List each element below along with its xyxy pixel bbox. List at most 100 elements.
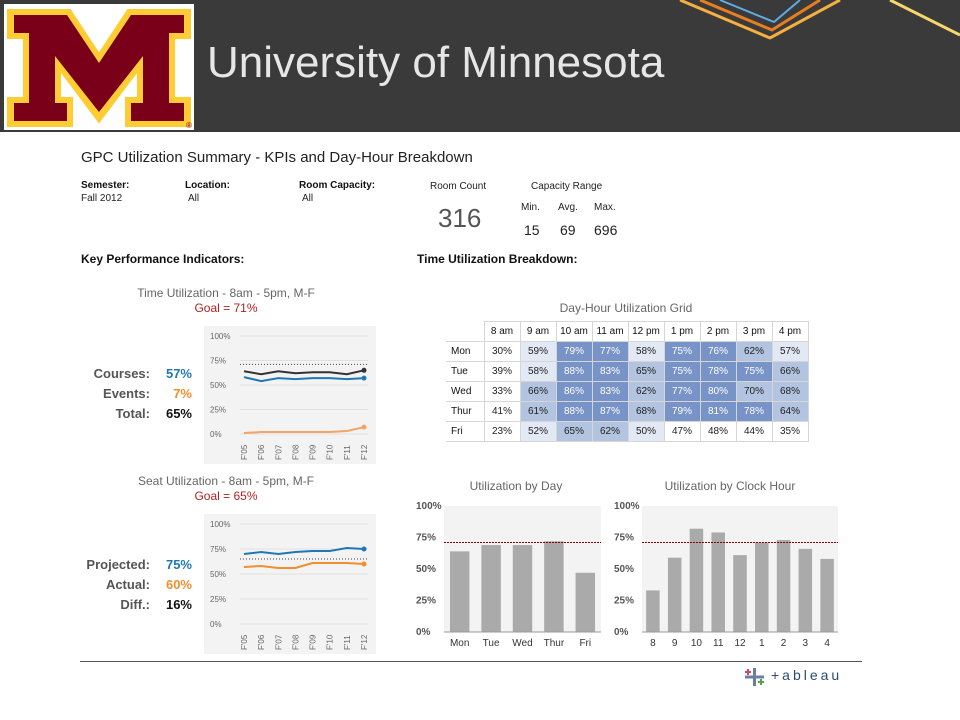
registered-mark: ® bbox=[186, 121, 192, 130]
grid-hour-header: 10 am bbox=[555, 321, 593, 342]
grid-hour-header: 12 pm bbox=[627, 321, 665, 342]
x-tick-label: F'09 bbox=[309, 444, 318, 460]
grid-cell: 30% bbox=[483, 341, 521, 362]
grid-hour-header: 9 am bbox=[519, 321, 557, 342]
x-tick-label: F'10 bbox=[326, 634, 335, 650]
seat-utilization-goal: Goal = 65% bbox=[194, 489, 258, 503]
x-tick-label: Fri bbox=[579, 638, 591, 649]
bar-10 bbox=[689, 528, 704, 632]
time-utilization-line-chart: 0% 25% 50% 75% 100% F'05 F'06 F'07 F'08 F'09 F'10 F… bbox=[204, 326, 376, 464]
filter-room-capacity-value[interactable]: All bbox=[302, 193, 314, 204]
x-tick-label: F'10 bbox=[326, 444, 335, 460]
grid-row: Fri 23% 52% 65% 62% 50% 47% 48% 44% 35% bbox=[446, 421, 809, 442]
series-end-point-0 bbox=[361, 367, 367, 373]
grid-cell: 62% bbox=[591, 421, 629, 442]
series-end-point-1 bbox=[361, 375, 367, 381]
capacity-range-label: Capacity Range bbox=[531, 181, 603, 192]
kpi-projected-value: 75% bbox=[165, 557, 192, 572]
x-tick-label: F'05 bbox=[240, 634, 249, 650]
x-tick-label: F'11 bbox=[343, 635, 352, 650]
plot-background bbox=[204, 326, 376, 464]
y-tick-label: 50% bbox=[210, 381, 226, 390]
grid-cell: 41% bbox=[483, 401, 521, 422]
bar-9 bbox=[667, 557, 682, 632]
bar-Tue bbox=[481, 545, 501, 632]
grid-row: Wed 33% 66% 86% 83% 62% 77% 80% 70% 68% bbox=[446, 381, 809, 402]
grid-cell: 75% bbox=[663, 341, 701, 362]
x-tick-label: 8 bbox=[650, 638, 656, 649]
grid-hour-header: 8 am bbox=[483, 321, 521, 342]
series-line-1 bbox=[243, 376, 365, 383]
bar-Thur bbox=[544, 541, 564, 632]
capacity-avg-value: 69 bbox=[560, 222, 576, 238]
bar-4 bbox=[820, 558, 834, 632]
x-tick-label: F'12 bbox=[360, 634, 369, 650]
x-tick-label: 11 bbox=[713, 638, 724, 649]
grid-cell: 86% bbox=[555, 381, 593, 402]
y-tick-label: 0% bbox=[416, 627, 431, 638]
grid-hour-header: 3 pm bbox=[735, 321, 773, 342]
y-tick-label: 25% bbox=[416, 596, 436, 607]
grid-cell: 48% bbox=[699, 421, 737, 442]
tableau-wordmark: +ableau bbox=[771, 667, 843, 683]
y-tick-label: 100% bbox=[210, 332, 230, 341]
bar-Wed bbox=[512, 545, 533, 632]
series-end-point-1 bbox=[361, 561, 367, 567]
x-tick-label: F'11 bbox=[343, 445, 352, 460]
y-tick-label: 25% bbox=[614, 596, 634, 607]
grid-cell: 75% bbox=[663, 361, 701, 382]
x-tick-label: 9 bbox=[672, 638, 678, 649]
bar-2 bbox=[776, 540, 791, 632]
grid-cell: 77% bbox=[663, 381, 701, 402]
utilization-by-hour-bar-chart: 0%25%50%75%100%8 9 10 11 12 1 2 3 4 bbox=[614, 501, 838, 649]
grid-cell: 79% bbox=[555, 341, 593, 362]
filter-semester-value[interactable]: Fall 2012 bbox=[81, 193, 123, 204]
bar-Mon bbox=[449, 551, 470, 632]
bar-11 bbox=[711, 532, 725, 632]
grid-cell: 70% bbox=[735, 381, 773, 402]
grid-cell: 39% bbox=[483, 361, 521, 382]
capacity-min-label: Min. bbox=[521, 202, 540, 213]
grid-cell: 58% bbox=[519, 361, 557, 382]
grid-cell: 78% bbox=[735, 401, 773, 422]
grid-cell: 61% bbox=[519, 401, 557, 422]
y-tick-label: 100% bbox=[614, 501, 640, 512]
tableau-cross-icon bbox=[745, 668, 764, 686]
x-tick-label: 4 bbox=[824, 638, 830, 649]
x-tick-label: F'06 bbox=[257, 444, 266, 460]
grid-cell: 88% bbox=[555, 361, 593, 382]
grid-cell: 62% bbox=[627, 381, 665, 402]
grid-corner bbox=[446, 321, 484, 342]
series-line-1 bbox=[243, 562, 365, 569]
series-line-2 bbox=[243, 426, 365, 435]
decorative-lines-icon bbox=[679, 0, 960, 40]
series-line-0 bbox=[243, 546, 365, 556]
grid-cell: 65% bbox=[555, 421, 593, 442]
y-tick-label: 100% bbox=[210, 520, 230, 529]
university-logo: ® bbox=[4, 4, 194, 130]
time-utilization-title: Time Utilization - 8am - 5pm, M-F bbox=[137, 286, 315, 300]
grid-cell: 64% bbox=[771, 401, 809, 422]
bar-Fri bbox=[575, 572, 596, 632]
grid-cell: 23% bbox=[483, 421, 521, 442]
x-tick-label: Tue bbox=[483, 638, 500, 649]
x-tick-label: F'07 bbox=[274, 444, 283, 460]
bar-12 bbox=[733, 555, 747, 632]
grid-cell: 65% bbox=[627, 361, 665, 382]
grid-cell: 68% bbox=[771, 381, 809, 402]
y-tick-label: 75% bbox=[416, 533, 436, 544]
capacity-max-label: Max. bbox=[594, 202, 616, 213]
y-tick-label: 50% bbox=[210, 570, 226, 579]
bar-3 bbox=[798, 548, 813, 632]
grid-cell: 75% bbox=[735, 361, 773, 382]
grid-cell: 57% bbox=[771, 341, 809, 362]
grid-row: Mon 30% 59% 79% 77% 58% 75% 76% 62% 57% bbox=[446, 341, 809, 362]
grid-cell: 68% bbox=[627, 401, 665, 422]
grid-cell: 88% bbox=[555, 401, 593, 422]
grid-cell: 79% bbox=[663, 401, 701, 422]
kpi-actual-label: Actual: bbox=[105, 577, 150, 592]
x-tick-label: 12 bbox=[734, 638, 746, 649]
bar-1 bbox=[755, 542, 769, 632]
filter-room-capacity-label: Room Capacity: bbox=[299, 180, 376, 191]
filter-location-value[interactable]: All bbox=[188, 193, 200, 204]
